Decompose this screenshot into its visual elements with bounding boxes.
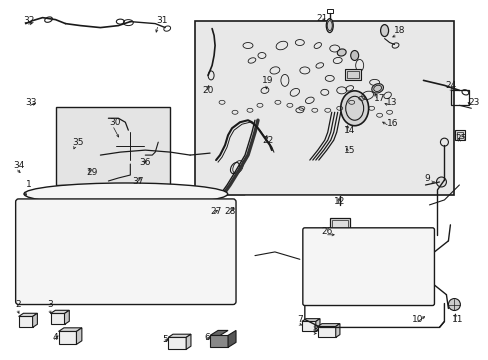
Circle shape [112,128,148,164]
Text: 34: 34 [13,161,24,170]
Text: 11: 11 [451,315,462,324]
Bar [195,21,453,195]
Bar [59,332,76,345]
Ellipse shape [340,91,368,126]
Text: 31: 31 [156,16,168,25]
Text: 25: 25 [455,134,466,143]
Polygon shape [317,324,339,327]
Text: 1: 1 [26,180,31,189]
Polygon shape [186,334,190,349]
Bar [19,316,33,328]
Text: 30: 30 [109,118,121,127]
Text: 18: 18 [393,26,405,35]
Bar [329,218,349,240]
Text: 6: 6 [204,333,209,342]
Polygon shape [210,330,227,336]
Polygon shape [33,313,37,328]
Text: 29: 29 [86,167,98,176]
Bar [344,69,360,80]
Ellipse shape [337,49,346,56]
Polygon shape [19,313,37,316]
Text: 28: 28 [224,207,235,216]
Bar [326,9,332,13]
Bar [50,314,64,324]
Bar [450,90,468,105]
Text: 3: 3 [47,300,53,309]
Polygon shape [227,330,236,347]
Circle shape [36,202,56,222]
Text: 15: 15 [343,145,355,154]
Text: 27: 27 [210,207,222,216]
Text: 9: 9 [424,174,429,183]
Circle shape [39,205,52,219]
Text: 32: 32 [23,16,34,25]
Polygon shape [301,319,319,321]
Polygon shape [59,328,81,332]
Text: 24: 24 [445,81,456,90]
Bar [331,220,347,238]
Ellipse shape [380,24,388,37]
Text: 36: 36 [139,158,151,167]
Bar [317,327,335,337]
Text: 17: 17 [373,94,385,103]
Text: 20: 20 [202,86,213,95]
Polygon shape [50,310,69,314]
Text: 21: 21 [315,14,327,23]
Circle shape [32,198,60,226]
Bar [168,337,186,349]
Bar [454,130,465,140]
Text: 7: 7 [296,315,302,324]
Polygon shape [64,310,69,324]
Text: 14: 14 [344,126,355,135]
Bar [301,321,315,332]
Text: 5: 5 [162,335,168,344]
Text: 19: 19 [262,76,273,85]
Polygon shape [315,319,319,332]
Polygon shape [335,324,339,337]
FancyBboxPatch shape [302,228,433,306]
Polygon shape [76,328,81,345]
Ellipse shape [24,183,227,205]
Text: 22: 22 [262,136,273,145]
Text: 10: 10 [411,315,423,324]
Ellipse shape [350,50,358,60]
Bar [210,336,227,347]
Text: 13: 13 [385,98,397,107]
Text: 23: 23 [468,98,479,107]
Text: 33: 33 [25,98,36,107]
Text: 2: 2 [16,300,21,309]
Circle shape [447,298,459,310]
Text: 16: 16 [386,119,398,128]
Text: 26: 26 [321,227,332,236]
Text: 37: 37 [132,177,144,186]
Polygon shape [168,334,190,337]
Text: 8: 8 [311,325,317,334]
Bar [456,132,463,138]
Circle shape [436,177,446,187]
Text: 35: 35 [73,138,84,147]
Bar [56,107,170,185]
Bar [346,71,358,78]
Text: 4: 4 [53,333,58,342]
FancyBboxPatch shape [16,199,236,305]
Ellipse shape [371,84,383,93]
Text: 12: 12 [333,197,345,206]
Ellipse shape [325,19,332,32]
